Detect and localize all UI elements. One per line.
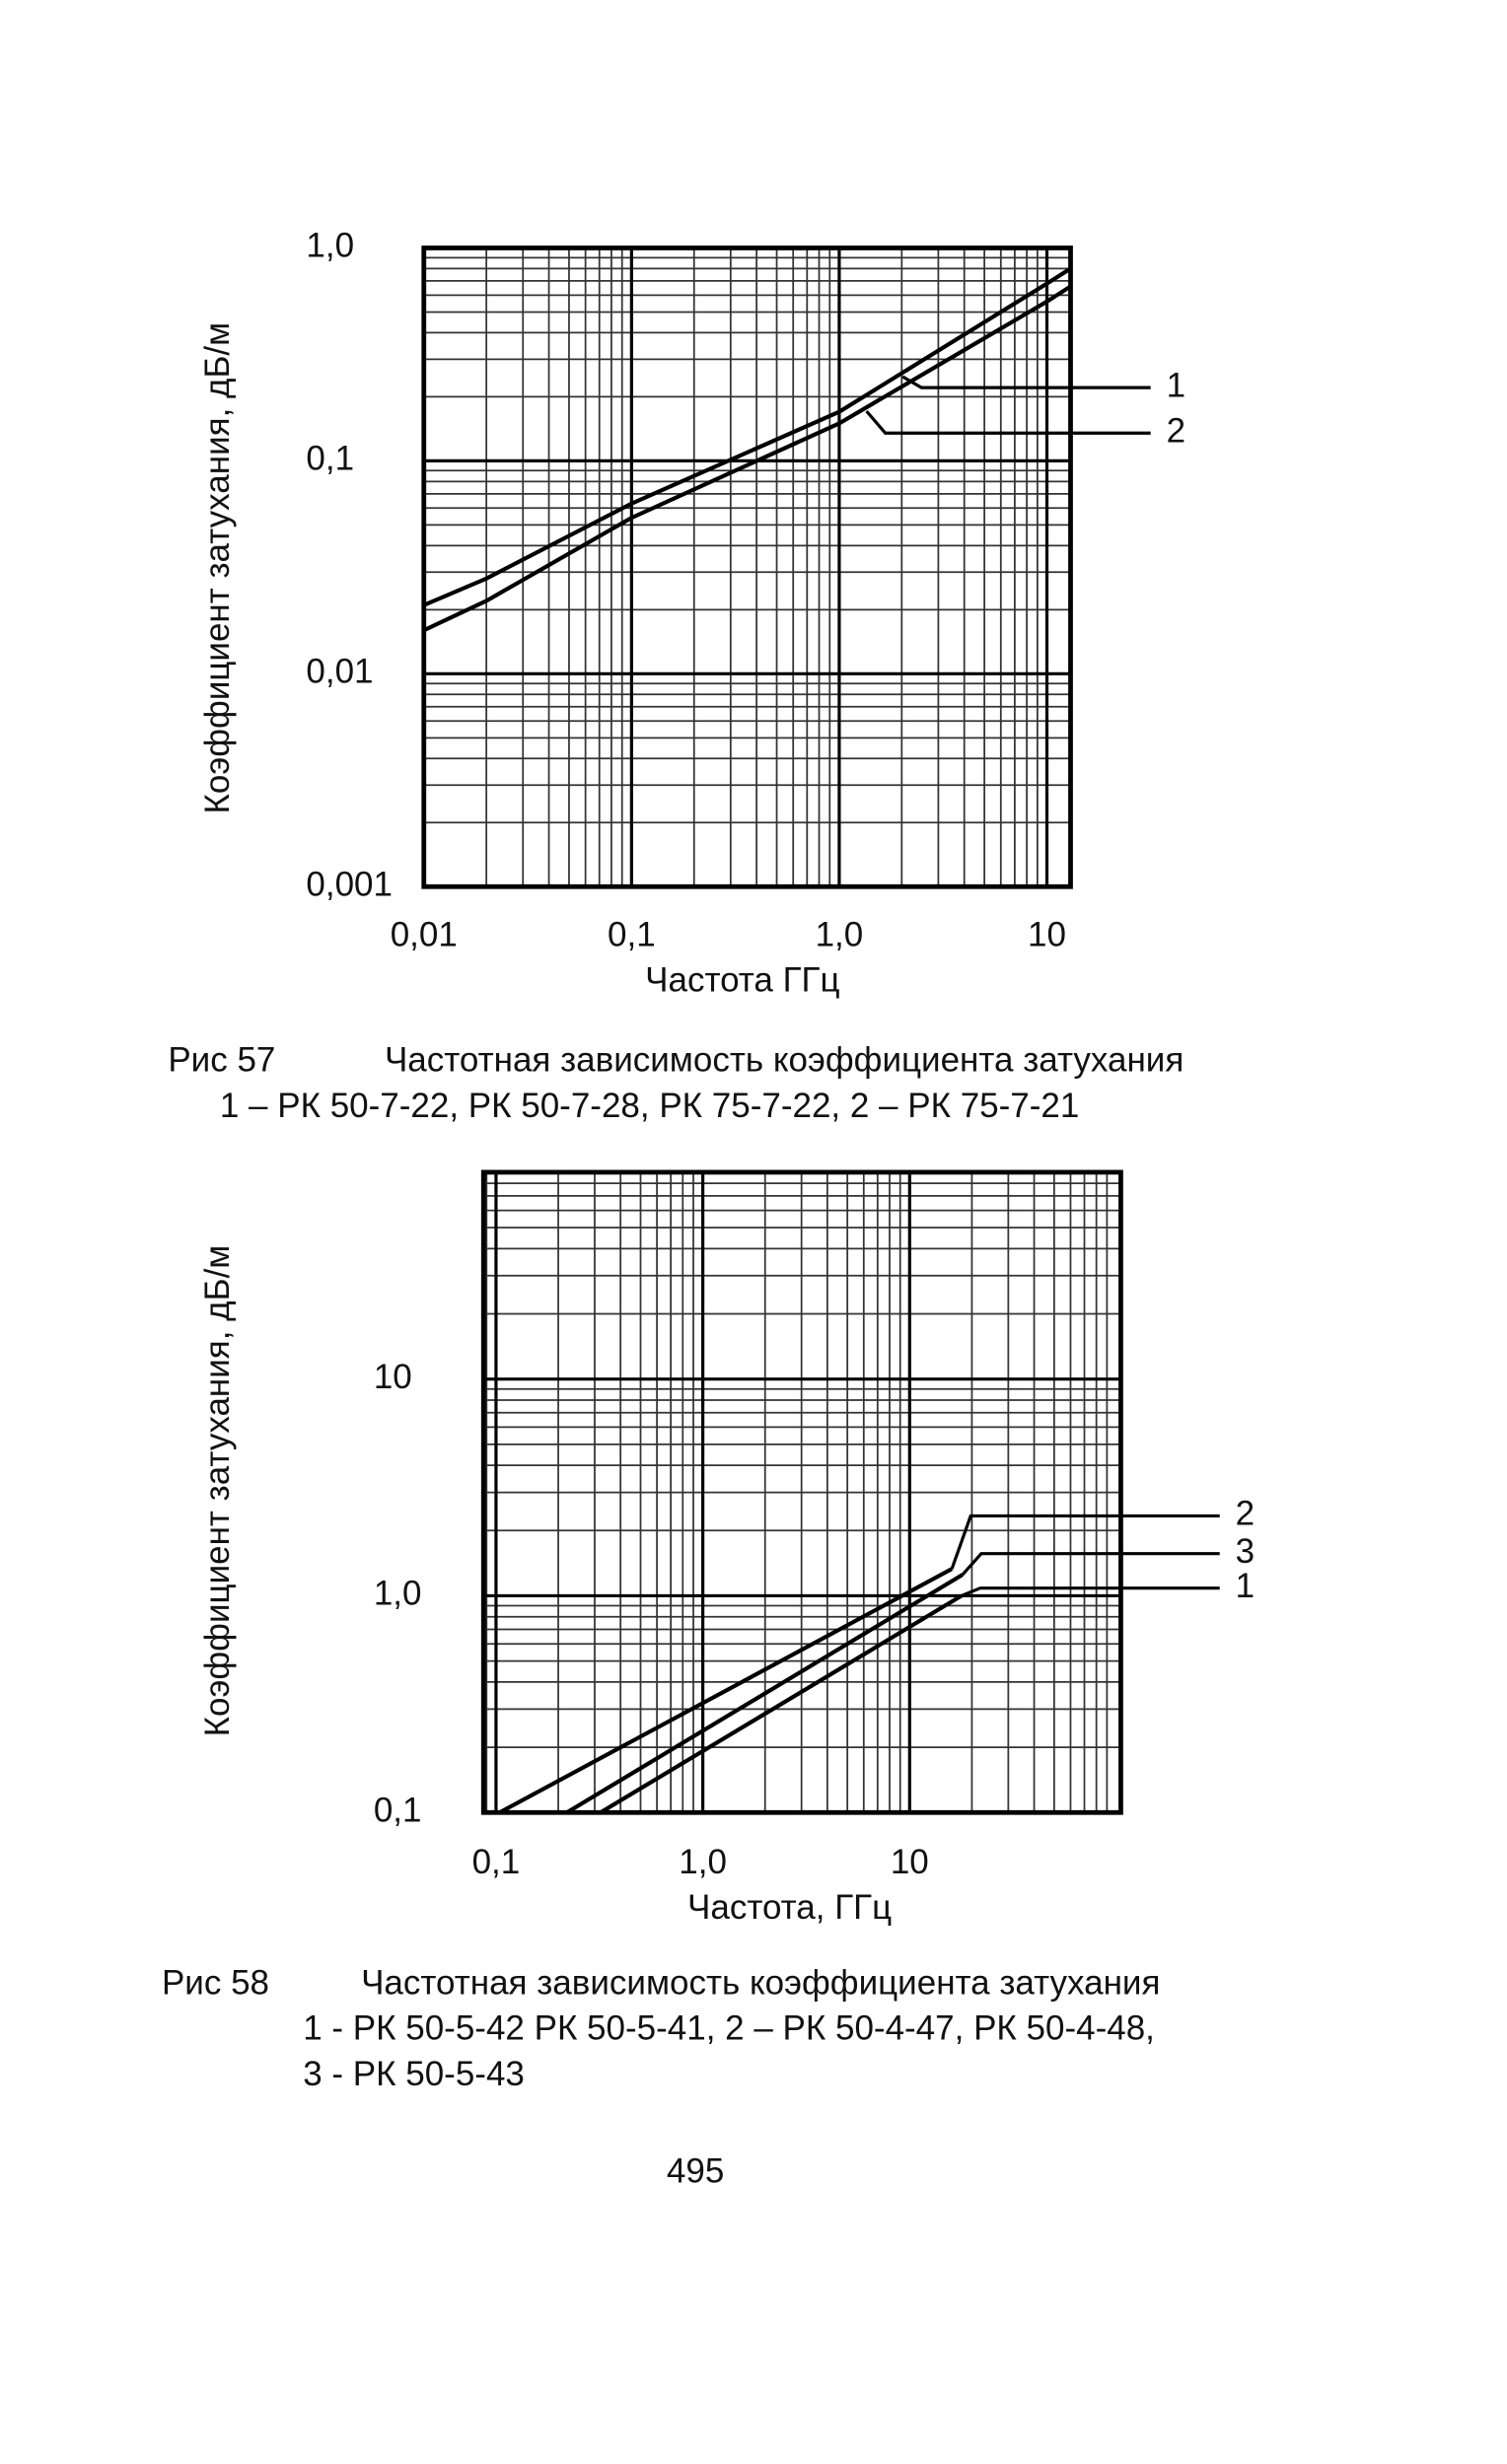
series-line xyxy=(498,1567,954,1813)
y-axis-label: Коэффициент затухания, дБ/м xyxy=(198,1245,237,1737)
x-tick-label: 0,1 xyxy=(472,1843,521,1881)
y-tick-label: 10 xyxy=(374,1358,412,1396)
series-line xyxy=(599,1593,963,1813)
x-tick-label: 0,01 xyxy=(391,915,458,953)
y-tick-label: 1,0 xyxy=(306,227,354,265)
caption-line: Частотная зависимость коэффициента затух… xyxy=(361,1964,1160,2003)
legend-label: 3 xyxy=(1236,1532,1255,1571)
caption-line: 1 - РК 50-5-42 РК 50-5-41, 2 – РК 50-4-4… xyxy=(303,2009,1155,2048)
leader-line xyxy=(961,1586,1220,1597)
leader-line xyxy=(865,409,1151,435)
x-tick-label: 10 xyxy=(1028,915,1066,953)
y-tick-label: 0,1 xyxy=(306,440,354,478)
figure-label: Рис 58 xyxy=(162,1964,269,2003)
leader-line xyxy=(950,1514,1220,1570)
y-axis-label: Коэффициент затухания, дБ/м xyxy=(198,322,237,814)
x-axis-label: Частота ГГц xyxy=(645,961,839,1000)
y-tick-label: 1,0 xyxy=(374,1575,422,1613)
caption-line: 3 - РК 50-5-43 xyxy=(303,2055,525,2093)
caption-line: Частотная зависимость коэффициента затух… xyxy=(385,1041,1184,1080)
figure-label: Рис 57 xyxy=(168,1041,275,1080)
x-tick-label: 1,0 xyxy=(816,915,864,953)
caption-line: 1 – РК 50-7-22, РК 50-7-28, РК 75-7-22, … xyxy=(220,1087,1079,1125)
x-axis-label: Частота, ГГц xyxy=(687,1888,892,1927)
legend-label: 1 xyxy=(1236,1567,1255,1605)
plot-frame xyxy=(421,246,1073,889)
y-tick-label: 0,01 xyxy=(306,653,373,691)
legend-label: 2 xyxy=(1167,412,1185,451)
plot-frame xyxy=(480,1169,1123,1815)
x-tick-label: 10 xyxy=(891,1843,929,1881)
series-line xyxy=(423,266,1071,607)
legend-label: 1 xyxy=(1167,366,1185,404)
x-tick-label: 0,1 xyxy=(608,915,656,953)
y-tick-label: 0,1 xyxy=(374,1792,422,1830)
leader-line xyxy=(961,1552,1220,1577)
page-number: 495 xyxy=(667,2152,724,2191)
legend-label: 2 xyxy=(1236,1495,1255,1533)
series-line xyxy=(565,1573,964,1813)
series-line xyxy=(423,284,1071,633)
x-tick-label: 1,0 xyxy=(679,1843,727,1881)
y-tick-label: 0,001 xyxy=(306,865,393,903)
